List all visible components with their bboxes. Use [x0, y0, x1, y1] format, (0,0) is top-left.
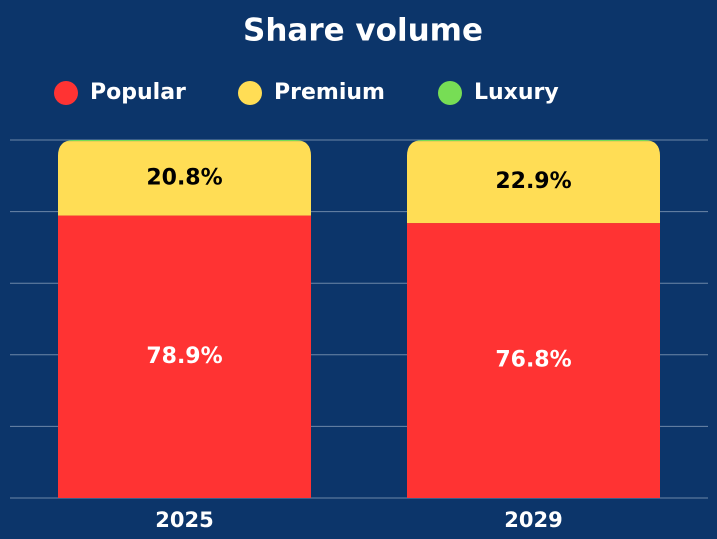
legend-label: Premium [274, 80, 385, 105]
x-tick-label: 2025 [155, 508, 213, 532]
legend-label: Luxury [474, 80, 559, 105]
legend-swatch [238, 81, 262, 105]
bar-segment [406, 141, 661, 224]
value-label: 22.9% [495, 169, 571, 194]
x-tick-label: 2029 [504, 508, 562, 532]
bar-segment [57, 140, 312, 142]
bar-segment [57, 141, 312, 216]
legend-swatch [438, 81, 462, 105]
value-label: 76.8% [495, 348, 571, 373]
bar-group [406, 140, 661, 498]
legend-label: Popular [90, 80, 186, 105]
bar-segment [57, 215, 312, 498]
chart-title: Share volume [243, 13, 483, 49]
value-label: 78.9% [146, 344, 222, 369]
bar-segment [406, 223, 661, 498]
legend-swatch [54, 81, 78, 105]
bar-group [57, 140, 312, 498]
bar-segment [406, 140, 661, 142]
value-label: 20.8% [146, 165, 222, 190]
